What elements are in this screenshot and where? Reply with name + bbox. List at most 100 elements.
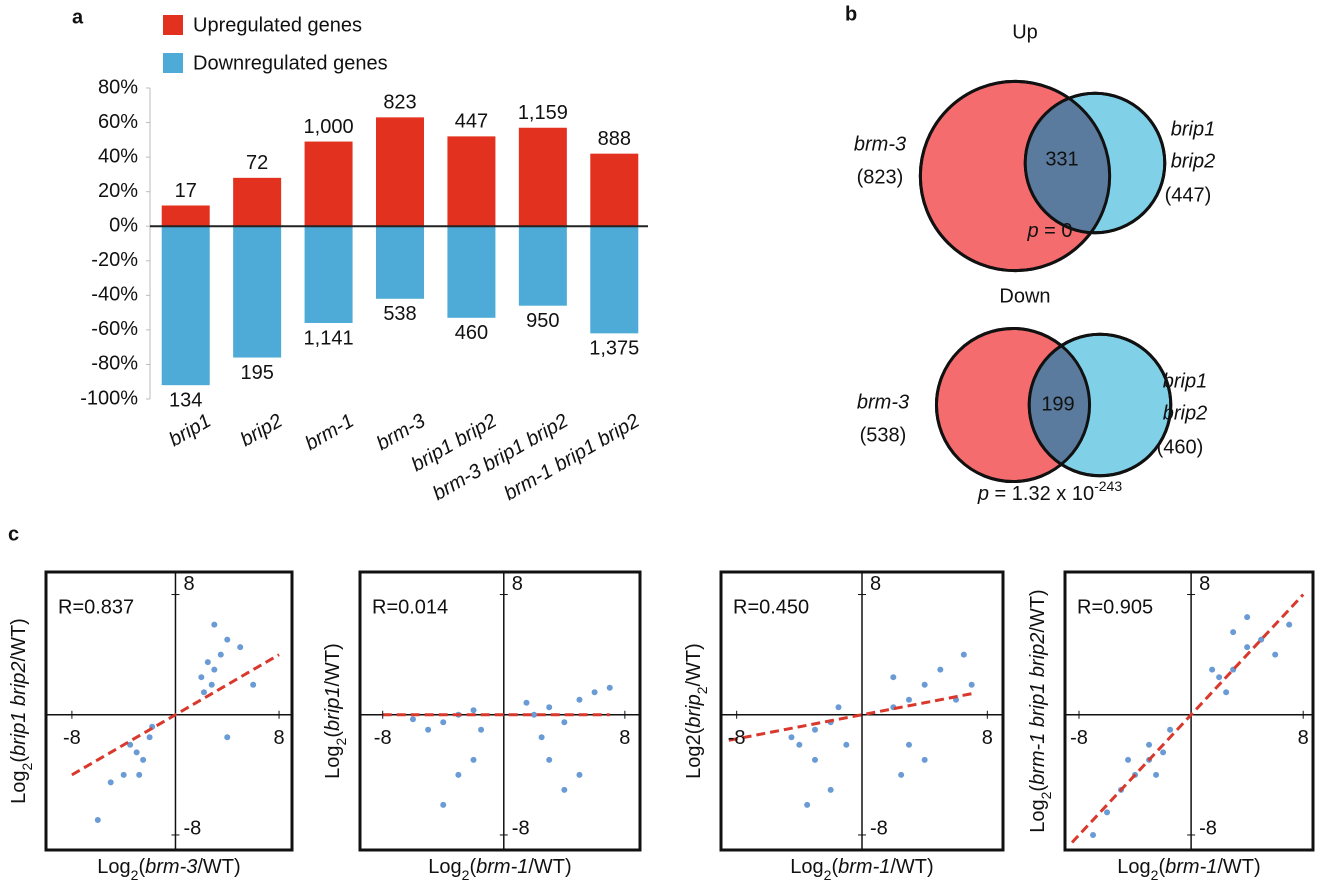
- text-part: brm-3: [145, 856, 197, 878]
- x-tick-label: -8: [374, 727, 392, 749]
- point: [409, 716, 416, 723]
- x-tick-label: 8: [1298, 727, 1309, 749]
- text-part: (: [1158, 856, 1165, 878]
- text-part: /WT): [528, 856, 571, 878]
- point: [1230, 629, 1237, 636]
- text-part: /WT): [322, 643, 344, 686]
- venn-title: Down: [999, 285, 1050, 307]
- y-axis-label: Log2(brip1 brip2/WT): [8, 618, 34, 804]
- point: [546, 704, 553, 711]
- point: [208, 681, 215, 688]
- point: [538, 734, 545, 741]
- point: [133, 749, 140, 756]
- x-tick-label: -8: [728, 727, 746, 749]
- text-part: 2: [824, 867, 832, 882]
- fit-line: [71, 653, 280, 777]
- y-tick-label: 80%: [98, 76, 138, 98]
- text-part: /WT): [8, 618, 30, 661]
- point: [1104, 809, 1111, 816]
- point: [198, 674, 205, 681]
- point: [478, 726, 485, 733]
- text-part: /WT): [1027, 589, 1049, 632]
- point: [788, 734, 795, 741]
- point: [576, 771, 583, 778]
- point: [960, 651, 967, 658]
- text-part: = 1.32 x 10: [989, 483, 1094, 505]
- text-part: brm-1: [476, 856, 528, 878]
- y-tick-label: 8: [870, 573, 881, 595]
- count-label: 195: [240, 362, 273, 384]
- point: [455, 771, 462, 778]
- point: [200, 689, 207, 696]
- point: [1216, 674, 1223, 681]
- point: [470, 756, 477, 763]
- point: [211, 666, 218, 673]
- point: [470, 707, 477, 714]
- point: [136, 771, 143, 778]
- venn-outline: [1023, 91, 1167, 235]
- text-part: 2: [1151, 867, 1159, 882]
- text-part: Log: [790, 856, 823, 878]
- venn-overlap: [1029, 334, 1090, 476]
- point: [890, 674, 897, 681]
- y-tick-label: -80%: [91, 353, 138, 375]
- point: [146, 734, 153, 741]
- text-part: 2: [19, 762, 35, 770]
- count-label: 17: [175, 180, 197, 202]
- point: [812, 726, 818, 733]
- count-label: 1,000: [304, 116, 354, 138]
- point: [1286, 621, 1293, 628]
- p-value: p = 0: [1026, 220, 1072, 242]
- x-tick-label: -8: [1070, 727, 1088, 749]
- text-part: Log: [322, 745, 344, 778]
- y-tick-label: 8: [1199, 573, 1210, 595]
- point: [937, 666, 944, 673]
- set-count: (460): [1157, 436, 1204, 458]
- point: [107, 779, 114, 786]
- legend-swatch: [163, 53, 183, 73]
- text-part: Log: [8, 770, 30, 803]
- y-tick-label: 8: [512, 573, 523, 595]
- x-tick-label: 8: [273, 727, 284, 749]
- y-axis-label: Log2(brip2/WT): [683, 643, 709, 779]
- r-label: R=0.014: [372, 596, 448, 618]
- y-tick-label: -20%: [91, 249, 138, 271]
- y-tick-label: 20%: [98, 180, 138, 202]
- point: [835, 704, 842, 711]
- point: [606, 684, 613, 691]
- set-count: (447): [1165, 184, 1212, 206]
- panel-letter: a: [72, 6, 84, 28]
- text-part: brm-1 brip1 brip2: [1027, 633, 1049, 785]
- bar: [233, 226, 282, 358]
- text-part: Log: [428, 856, 461, 878]
- bar: [518, 127, 567, 227]
- point: [1167, 726, 1174, 733]
- x-tick-label: brip2: [237, 410, 287, 451]
- text-part: 2: [694, 686, 710, 694]
- text-part: Log: [1117, 856, 1150, 878]
- set-label: brip1: [1171, 118, 1215, 140]
- venn-outline: [934, 326, 1092, 484]
- y-axis-label: Log2(brm-1 brip1 brip2/WT): [1027, 589, 1053, 832]
- point: [1160, 749, 1167, 756]
- bar: [161, 205, 210, 227]
- text-part: /WT): [683, 643, 705, 686]
- r-label: R=0.905: [1077, 596, 1153, 618]
- point: [843, 741, 850, 748]
- legend-label: Downregulated genes: [193, 52, 388, 74]
- text-part: /WT): [890, 856, 933, 878]
- text-part: /WT): [197, 856, 240, 878]
- r-label: R=0.450: [733, 596, 809, 618]
- text-part: brm-1: [1165, 856, 1217, 878]
- text-part: brm-1: [838, 856, 890, 878]
- text-part: Log2(: [683, 727, 705, 778]
- point: [561, 786, 568, 793]
- point: [224, 636, 231, 643]
- point: [812, 756, 818, 763]
- point: [1272, 651, 1279, 658]
- text-part: brip: [683, 694, 705, 727]
- venn-overlap: [1025, 93, 1110, 233]
- legend-label: Upregulated genes: [193, 14, 362, 36]
- text-part: /WT): [1217, 856, 1260, 878]
- text-part: (: [1027, 785, 1049, 792]
